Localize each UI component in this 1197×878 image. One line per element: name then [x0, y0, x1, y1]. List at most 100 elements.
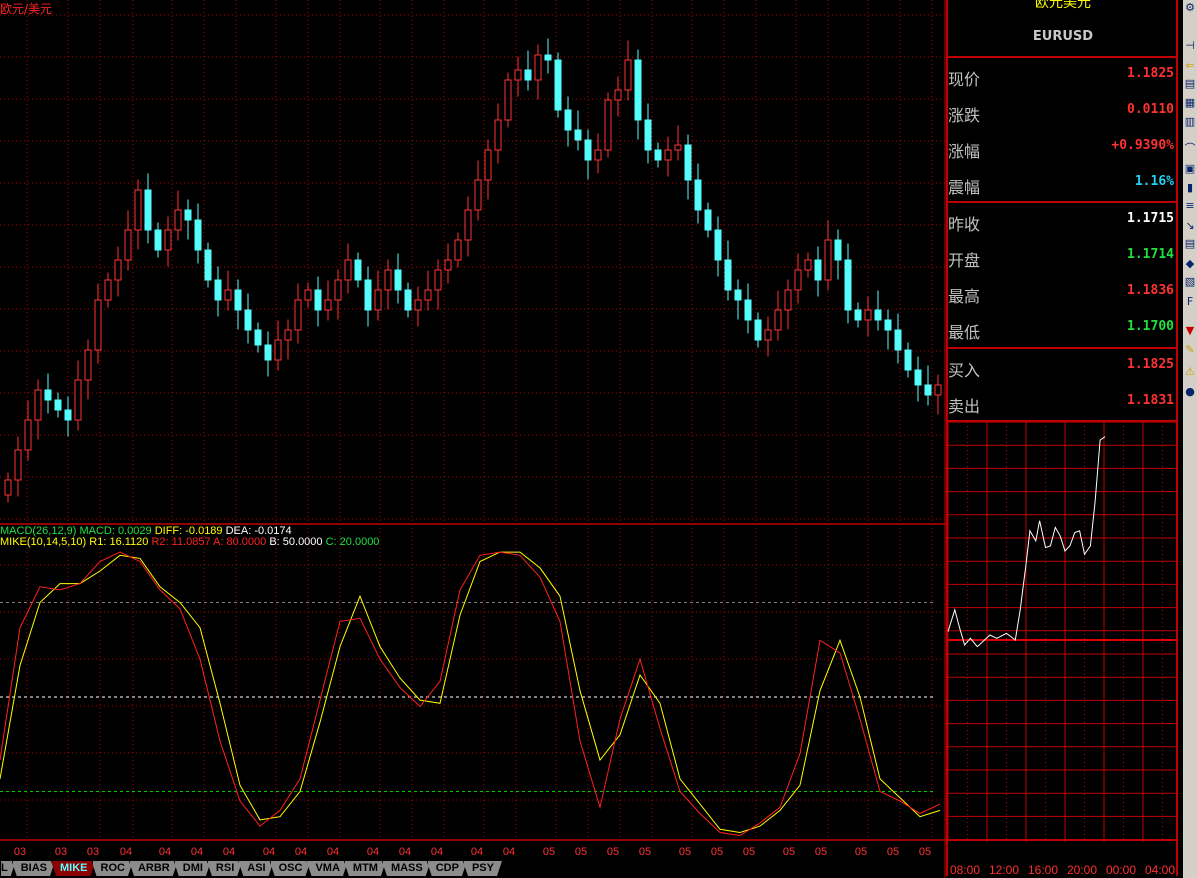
x-axis-label: 04 — [367, 846, 379, 858]
intraday-time-label: 16:00 — [1028, 863, 1058, 877]
tab-psy[interactable]: PSY — [463, 861, 502, 876]
candle-body — [494, 119, 502, 151]
list-icon[interactable]: ▥ — [1184, 115, 1196, 128]
candle-body — [194, 219, 202, 251]
bar-chart-icon[interactable]: ▮ — [1186, 181, 1194, 194]
x-axis-label: 05 — [815, 846, 827, 858]
candle-body — [724, 259, 732, 291]
quote-symbol: EURUSD — [1032, 29, 1094, 44]
tab-l[interactable]: L — [0, 861, 16, 876]
print-icon[interactable]: ▼ — [1185, 324, 1195, 337]
quote-value: 1.16% — [1134, 174, 1174, 189]
tab-mass[interactable]: MASS — [382, 861, 431, 876]
candle-body — [784, 289, 792, 311]
quote-name: 欧元美元 — [1035, 0, 1091, 11]
report-icon[interactable]: ▦ — [1184, 96, 1196, 109]
candle-body — [374, 289, 382, 311]
x-axis-label: 04 — [223, 846, 235, 858]
line-chart-icon[interactable]: ⌒ — [1184, 142, 1196, 155]
intraday-chart[interactable]: 08:00 12:00 16:00 20:00 00:00 04:00 — [946, 422, 1178, 878]
candle-body — [54, 399, 62, 411]
x-axis-label: 05 — [919, 846, 931, 858]
quote-label: 涨幅 — [948, 142, 981, 161]
dea-value: DEA: -0.0174 — [225, 525, 292, 537]
candle-body — [294, 299, 302, 331]
x-axis-label: 05 — [887, 846, 899, 858]
candle-body — [304, 289, 312, 301]
trend-icon[interactable]: ↘ — [1185, 219, 1195, 232]
candle-body — [414, 299, 422, 311]
indicator-tabs: L BIAS MIKE ROC ARBR DMI RSI ASI OSC VMA MTM MASS CD… — [0, 861, 498, 876]
tab-mtm[interactable]: MTM — [344, 861, 386, 876]
candle-body — [184, 209, 192, 221]
candle-body — [744, 299, 752, 321]
crosshair-icon[interactable]: ⊣ — [1185, 39, 1195, 52]
settings-icon[interactable]: ⚙ — [1185, 1, 1195, 14]
stats-icon[interactable]: ▧ — [1184, 275, 1196, 288]
quote-row: 开盘 1.1714 — [946, 239, 1174, 275]
mike-name: MIKE(10,14,5,10) — [0, 536, 87, 548]
quote-label: 昨收 — [948, 215, 981, 234]
pin-icon[interactable]: ◆ — [1185, 257, 1195, 270]
candle-body — [264, 344, 272, 361]
x-axis: 03 03 03 04 04 04 04 04 04 04 04 04 04 04 04 05 05 05 05 05… — [14, 846, 931, 858]
tab-dmi[interactable]: DMI — [174, 861, 211, 876]
tab-rsi[interactable]: RSI — [207, 861, 242, 876]
r1-value: R1: 16.1120 — [89, 536, 149, 548]
candle-body — [24, 419, 32, 451]
x-axis-label: 04 — [327, 846, 339, 858]
candle-body — [864, 309, 872, 321]
candle-body — [504, 79, 512, 121]
x-axis-label: 05 — [711, 846, 723, 858]
chart-title: 欧元/美元 — [0, 2, 53, 16]
quote-value: 1.1831 — [1127, 393, 1174, 408]
tab-cdp[interactable]: CDP — [427, 861, 467, 876]
x-axis-label: 05 — [783, 846, 795, 858]
r2-value: R2: 11.0857 — [151, 536, 211, 548]
warning-icon[interactable]: ⚠ — [1185, 365, 1195, 378]
candle-body — [734, 289, 742, 301]
x-axis-label: 04 — [431, 846, 443, 858]
candle-body — [224, 289, 232, 301]
help-icon[interactable]: ● — [1185, 385, 1195, 398]
candle-body — [284, 329, 292, 341]
x-axis-label: 03 — [87, 846, 99, 858]
tab-arbr[interactable]: ARBR — [129, 861, 178, 876]
formula-icon[interactable]: F — [1186, 295, 1194, 308]
chart-area[interactable]: 03 03 03 04 04 04 04 04 04 04 04 04 04 04 04 05 05 05 05 05… — [0, 0, 946, 878]
quote-label: 涨跌 — [948, 106, 981, 125]
candle-body — [544, 54, 552, 61]
x-axis-label: 05 — [679, 846, 691, 858]
candle-body — [64, 409, 72, 421]
tab-bias[interactable]: BIAS — [12, 861, 55, 876]
macd-value: MACD(26,12,9) MACD: 0.0029 — [0, 525, 152, 537]
intraday-time-label: 04:00 — [1145, 863, 1175, 877]
mike-indicator — [0, 551, 941, 837]
quote-label: 最高 — [948, 287, 981, 306]
quote-value: 1.1836 — [1127, 283, 1174, 298]
tab-osc[interactable]: OSC — [270, 861, 311, 876]
x-axis-label: 05 — [543, 846, 555, 858]
x-axis-label: 05 — [575, 846, 587, 858]
tab-mike[interactable]: MIKE — [51, 861, 96, 876]
quote-row: 最低 1.1700 — [946, 311, 1174, 347]
note-icon[interactable]: ≡ — [1185, 199, 1195, 212]
candle-body — [684, 144, 692, 181]
back-arrow-icon[interactable]: ⇐ — [1185, 59, 1195, 72]
quote-panel: 欧元美元 EURUSD 现价 1.1825 涨跌 0.0110 涨幅 +0.9390% 震幅… — [946, 0, 1180, 878]
candle-body — [324, 299, 332, 311]
window-icon[interactable]: ▣ — [1184, 162, 1196, 175]
quote-value: 1.1700 — [1127, 319, 1174, 334]
tab-asi[interactable]: ASI — [238, 861, 273, 876]
candle-body — [214, 279, 222, 301]
quote-row: 涨幅 +0.9390% — [946, 130, 1174, 166]
candle-body — [714, 229, 722, 261]
candle-body — [94, 299, 102, 351]
table-icon[interactable]: ▤ — [1184, 77, 1196, 90]
pencil-icon[interactable]: ✎ — [1185, 343, 1195, 356]
candle-body — [814, 259, 822, 281]
tab-vma[interactable]: VMA — [306, 861, 347, 876]
data-icon[interactable]: ▤ — [1184, 237, 1196, 250]
candle-body — [674, 144, 682, 151]
tab-roc[interactable]: ROC — [92, 861, 133, 876]
